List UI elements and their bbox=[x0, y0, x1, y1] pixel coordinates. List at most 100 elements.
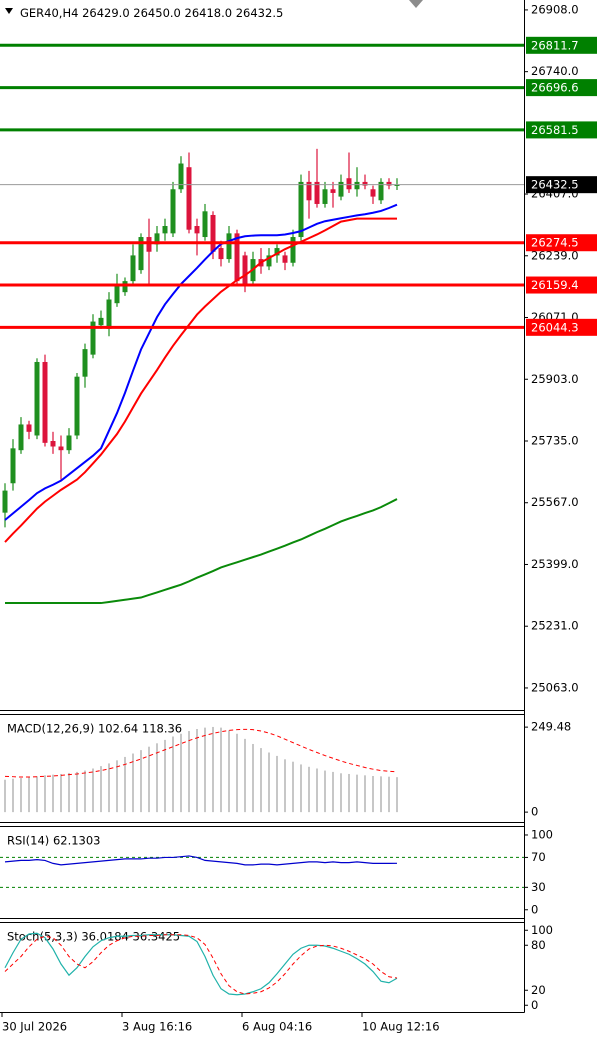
indicator-title: Stoch(5,3,3) 36.0184 36.3425 bbox=[7, 930, 180, 944]
candle-body bbox=[354, 181, 360, 190]
candle-body bbox=[210, 214, 216, 252]
candle-body bbox=[346, 178, 352, 190]
level-label-box bbox=[526, 318, 597, 336]
candle-body bbox=[162, 226, 168, 234]
candle-body bbox=[50, 440, 56, 447]
candle-body bbox=[274, 248, 280, 256]
candle-body bbox=[226, 233, 232, 260]
y-tick-label: 25735.0 bbox=[531, 433, 579, 447]
candles bbox=[2, 148, 400, 528]
candle-body bbox=[386, 181, 392, 186]
candle-body bbox=[370, 189, 376, 197]
level-label: 26581.5 bbox=[531, 123, 579, 137]
y-tick-label: 26740.0 bbox=[531, 64, 579, 78]
level-label: 26274.5 bbox=[531, 236, 579, 250]
candle-body bbox=[266, 255, 272, 267]
y-tick-label: 25903.0 bbox=[531, 372, 579, 386]
y-tick-label: 249.48 bbox=[531, 720, 571, 734]
candle-body bbox=[378, 181, 384, 201]
y-tick-label: 26908.0 bbox=[531, 2, 579, 16]
candle-body bbox=[234, 233, 240, 282]
macd-signal bbox=[4, 728, 398, 778]
candle-body bbox=[82, 349, 88, 377]
indicator-title: RSI(14) 62.1303 bbox=[7, 834, 101, 848]
level-label: 26811.7 bbox=[531, 38, 579, 52]
y-tick-label: 70 bbox=[531, 850, 546, 864]
candle-body bbox=[154, 233, 160, 245]
candle-body bbox=[242, 255, 248, 285]
candle-body bbox=[194, 226, 200, 234]
y-tick-label: 0 bbox=[531, 805, 538, 819]
candle-body bbox=[2, 490, 8, 513]
low-value: 26418.0 bbox=[185, 6, 233, 20]
frame bbox=[0, 0, 525, 1013]
y-tick-label: 25231.0 bbox=[531, 619, 579, 633]
level-label: 26696.6 bbox=[531, 81, 579, 95]
candle-body bbox=[122, 281, 128, 293]
candle-body bbox=[34, 361, 40, 436]
candle-body bbox=[178, 163, 184, 190]
candle-body bbox=[186, 167, 192, 230]
y-tick-label: 0 bbox=[531, 998, 538, 1012]
y-tick-label: 30 bbox=[531, 880, 546, 894]
candle-body bbox=[290, 237, 296, 263]
y-tick-label: 100 bbox=[531, 827, 553, 841]
candle-body bbox=[26, 424, 32, 432]
x-tick-label: 3 Aug 16:16 bbox=[122, 1020, 192, 1034]
candle-body bbox=[314, 181, 320, 204]
shift-marker bbox=[409, 0, 423, 8]
level-label-box bbox=[526, 276, 597, 294]
candle-body bbox=[106, 299, 112, 329]
symbol: GER40,H4 bbox=[20, 6, 78, 20]
y-tick-label: 80 bbox=[531, 938, 546, 952]
x-tick-label: 6 Aug 04:16 bbox=[242, 1020, 312, 1034]
level-label-box bbox=[526, 36, 597, 54]
chart-header: GER40,H4 26429.0 26450.0 26418.0 26432.5 bbox=[20, 6, 283, 20]
candle-body bbox=[66, 435, 72, 451]
y-tick-label: 25399.0 bbox=[531, 557, 579, 571]
candle-body bbox=[146, 237, 152, 252]
level-label: 26159.4 bbox=[531, 278, 579, 292]
indicator-title: MACD(12,26,9) 102.64 118.36 bbox=[7, 722, 182, 736]
rsi-line bbox=[4, 855, 398, 866]
y-tick-label: 26239.0 bbox=[531, 248, 579, 262]
x-tick-label: 30 Jul 2026 bbox=[2, 1020, 67, 1034]
candle-body bbox=[18, 424, 24, 451]
candle-body bbox=[98, 317, 104, 326]
last-price-label: 26432.5 bbox=[531, 178, 579, 192]
y-tick-label: 100 bbox=[531, 923, 553, 937]
candle-body bbox=[330, 189, 336, 193]
candle-body bbox=[170, 189, 176, 234]
candle-body bbox=[130, 255, 136, 282]
candle-body bbox=[138, 237, 144, 271]
candle-body bbox=[298, 181, 304, 238]
level-label-box bbox=[526, 121, 597, 139]
symbol-marker bbox=[5, 8, 13, 14]
candle-body bbox=[282, 255, 288, 263]
candle-body bbox=[362, 181, 368, 186]
moving-average bbox=[5, 498, 398, 605]
level-label: 26044.3 bbox=[531, 320, 579, 334]
candle-body bbox=[322, 189, 328, 204]
close-value: 26432.5 bbox=[236, 6, 284, 20]
candle-body bbox=[74, 376, 80, 436]
candle-body bbox=[306, 181, 312, 201]
last-price-box bbox=[526, 176, 597, 194]
level-label-box bbox=[526, 79, 597, 97]
level-label-box bbox=[526, 234, 597, 252]
candle-body bbox=[202, 211, 208, 238]
candle-body bbox=[394, 184, 400, 186]
candle-body bbox=[338, 181, 344, 197]
candle-body bbox=[58, 446, 64, 451]
x-tick-label: 10 Aug 12:16 bbox=[362, 1020, 440, 1034]
candle-body bbox=[90, 321, 96, 355]
candle-body bbox=[218, 248, 224, 260]
y-tick-label: 0 bbox=[531, 902, 538, 916]
moving-average bbox=[4, 203, 398, 521]
y-tick-label: 25567.0 bbox=[531, 495, 579, 509]
candle-body bbox=[114, 284, 120, 304]
stoch-main bbox=[4, 932, 398, 996]
